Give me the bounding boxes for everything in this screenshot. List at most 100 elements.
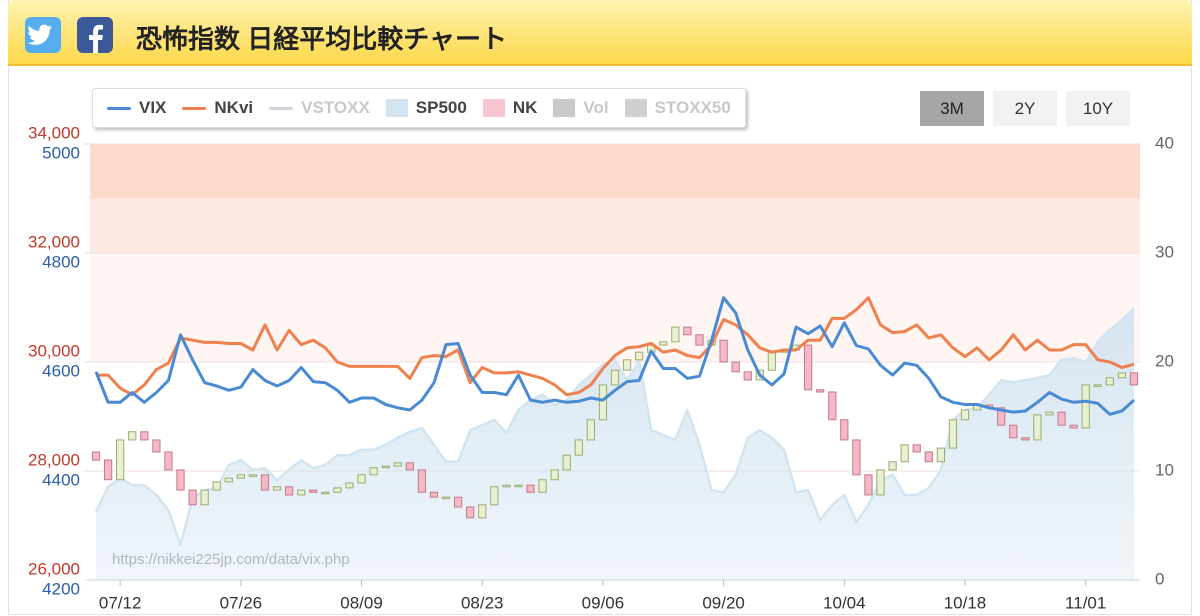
range-button[interactable]: 10Y — [1066, 91, 1130, 126]
candle — [369, 467, 378, 476]
candle — [453, 496, 463, 508]
x-tick-label: 07/12 — [99, 593, 142, 612]
candle — [1033, 414, 1042, 441]
legend-marker — [482, 99, 505, 117]
candle — [260, 474, 270, 491]
legend: VIX NKvi VSTOXX SP500 NK Vol STOXX50 — [92, 88, 746, 128]
candle — [333, 487, 342, 493]
page-title: 恐怖指数 日経平均比較チャート — [136, 24, 507, 54]
candle — [140, 431, 149, 441]
candle — [285, 486, 294, 496]
x-tick-label: 07/26 — [220, 593, 263, 612]
candle — [864, 474, 873, 496]
candle — [852, 439, 861, 476]
y2-tick-label: 20 — [1155, 351, 1174, 370]
legend-item[interactable]: VIX — [107, 98, 166, 118]
candle — [176, 469, 185, 491]
candle — [659, 341, 668, 346]
candle — [538, 479, 547, 493]
candle — [683, 326, 692, 336]
candle — [429, 491, 439, 498]
candle — [152, 439, 161, 453]
y3-tick-label: 4400 — [42, 470, 80, 489]
candle — [128, 431, 137, 441]
y-tick-label: 28,000 — [28, 450, 80, 469]
candle — [345, 482, 354, 489]
candle — [936, 447, 945, 463]
x-tick-label: 11/01 — [1065, 593, 1106, 612]
candle — [1117, 372, 1127, 379]
candle — [91, 451, 101, 461]
facebook-icon[interactable] — [77, 17, 113, 53]
legend-marker — [182, 106, 207, 110]
candle — [297, 489, 306, 496]
candle — [610, 369, 620, 386]
candle — [767, 351, 777, 371]
legend-item[interactable]: SP500 — [385, 98, 467, 118]
x-tick-label: 09/06 — [582, 593, 625, 612]
candle — [116, 439, 125, 481]
candle — [960, 409, 970, 421]
candle — [441, 496, 451, 500]
candle — [309, 489, 318, 493]
legend-item[interactable]: VSTOXX — [269, 98, 370, 118]
candle — [236, 474, 245, 479]
candle — [103, 459, 113, 481]
legend-item[interactable]: NK — [482, 98, 538, 118]
candle — [1069, 424, 1078, 429]
y3-tick-label: 4600 — [42, 361, 80, 380]
candle — [816, 389, 825, 393]
candle — [876, 469, 885, 496]
x-tick-label: 08/23 — [461, 593, 504, 612]
candle — [924, 451, 933, 463]
range-buttons: 3M 2Y 10Y — [920, 91, 1130, 126]
candle — [888, 461, 897, 471]
candle — [478, 504, 487, 519]
y-tick-label: 26,000 — [28, 559, 80, 578]
candle — [622, 359, 632, 371]
legend-marker — [107, 106, 131, 110]
twitter-icon[interactable] — [25, 17, 61, 53]
chart-frame — [8, 0, 1192, 615]
range-button[interactable]: 3M — [920, 91, 984, 126]
candle — [1009, 424, 1018, 439]
candle — [466, 506, 475, 519]
legend-label: STOXX50 — [654, 98, 731, 117]
y2-tick-label: 10 — [1155, 460, 1174, 479]
candle — [1105, 377, 1114, 386]
candle — [671, 326, 680, 343]
legend-label: VIX — [139, 98, 167, 117]
candle — [321, 491, 330, 495]
candle — [248, 474, 258, 477]
legend-item[interactable]: Vol — [553, 98, 609, 118]
legend-label: NK — [512, 98, 538, 117]
candle — [1081, 384, 1090, 429]
y2-tick-label: 40 — [1155, 133, 1174, 152]
candle — [1093, 384, 1102, 387]
candle — [912, 444, 921, 453]
candle — [695, 334, 704, 346]
range-button[interactable]: 2Y — [993, 91, 1057, 126]
legend-item[interactable]: NKvi — [182, 98, 253, 118]
candle — [586, 419, 595, 441]
candle — [598, 384, 608, 421]
candle — [405, 462, 414, 471]
header: 恐怖指数 日経平均比較チャート — [8, 0, 1192, 66]
x-tick-label: 08/09 — [340, 593, 383, 612]
candle — [840, 419, 849, 441]
candle — [212, 481, 221, 491]
candle — [948, 419, 958, 449]
candle — [188, 489, 197, 506]
candle — [1057, 411, 1066, 426]
candle — [164, 451, 173, 471]
zone-band — [90, 253, 1140, 362]
candle — [514, 484, 523, 488]
candle — [719, 339, 728, 363]
legend-label: Vol — [583, 98, 609, 117]
line-nkvi — [96, 296, 1135, 397]
legend-item[interactable]: STOXX50 — [624, 98, 731, 118]
zone-band — [90, 144, 1140, 199]
y-tick-label: 34,000 — [28, 123, 80, 142]
legend-marker — [553, 99, 576, 117]
